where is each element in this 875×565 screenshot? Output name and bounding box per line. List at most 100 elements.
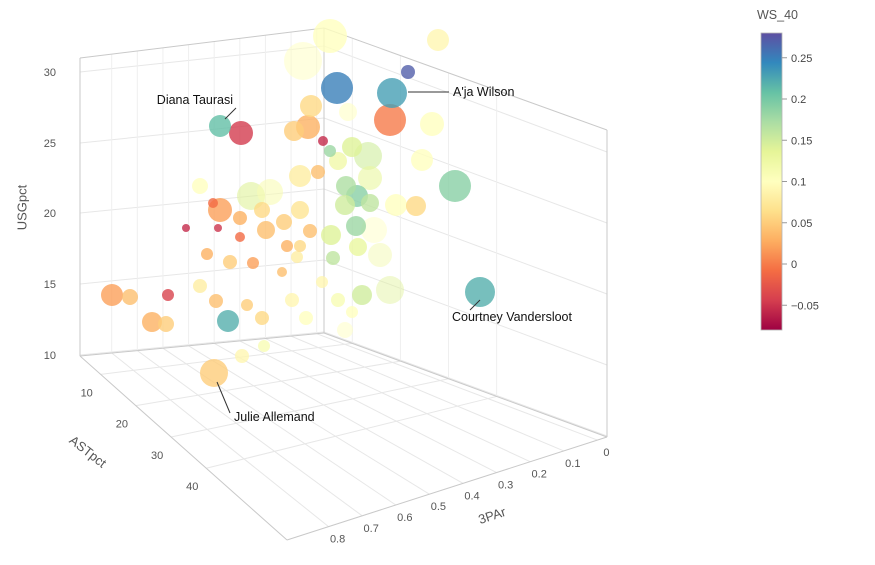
grid-line	[213, 342, 464, 484]
data-point[interactable]	[289, 165, 311, 187]
data-point[interactable]	[291, 251, 303, 263]
grid-line	[239, 340, 497, 473]
data-point[interactable]	[411, 149, 433, 171]
data-point[interactable]	[376, 276, 404, 304]
axis-edge	[79, 332, 325, 357]
data-point[interactable]	[281, 240, 293, 252]
data-point[interactable]	[209, 115, 231, 137]
data-point[interactable]	[318, 136, 328, 146]
data-point[interactable]	[329, 152, 347, 170]
grid-line	[323, 259, 608, 366]
y-tick-label: 0.7	[364, 523, 379, 535]
data-point[interactable]	[316, 276, 328, 288]
data-point[interactable]	[255, 311, 269, 325]
data-point[interactable]	[339, 103, 357, 121]
x-tick-label: 20	[116, 419, 128, 431]
data-point[interactable]	[233, 211, 247, 225]
data-point[interactable]	[192, 178, 208, 194]
data-point[interactable]	[294, 240, 306, 252]
data-point[interactable]	[337, 322, 353, 338]
grid-line	[137, 350, 363, 517]
data-point[interactable]	[406, 196, 426, 216]
data-point[interactable]	[335, 195, 355, 215]
data-point[interactable]	[299, 311, 313, 325]
data-point[interactable]	[201, 248, 213, 260]
grid-line	[135, 360, 401, 407]
data-point[interactable]	[158, 316, 174, 332]
axis-edge	[286, 436, 608, 541]
colorbar-tick-label: 0.05	[791, 218, 812, 230]
data-point[interactable]	[368, 243, 392, 267]
data-point[interactable]	[101, 284, 123, 306]
data-point[interactable]	[285, 293, 299, 307]
data-point[interactable]	[162, 289, 174, 301]
y-tick-label: 0.2	[532, 469, 547, 481]
data-point[interactable]	[200, 359, 228, 387]
data-point[interactable]	[385, 194, 407, 216]
colorbar	[760, 32, 783, 331]
data-point[interactable]	[182, 224, 190, 232]
data-point[interactable]	[342, 137, 362, 157]
data-point[interactable]	[361, 217, 387, 243]
data-point[interactable]	[235, 349, 249, 363]
y-tick-label: 0.3	[498, 480, 513, 492]
data-point[interactable]	[439, 170, 471, 202]
z-tick-label: 15	[44, 279, 56, 291]
data-point[interactable]	[247, 257, 259, 269]
data-point[interactable]	[361, 194, 379, 212]
data-point[interactable]	[401, 65, 415, 79]
data-point[interactable]	[377, 78, 407, 108]
data-point[interactable]	[257, 221, 275, 239]
data-point[interactable]	[326, 251, 340, 265]
data-point[interactable]	[276, 214, 292, 230]
data-point[interactable]	[352, 285, 372, 305]
data-point[interactable]	[465, 277, 495, 307]
data-point[interactable]	[193, 279, 207, 293]
data-point[interactable]	[284, 42, 322, 80]
y-tick-label: 0.1	[565, 458, 580, 470]
data-point[interactable]	[420, 112, 444, 136]
grid-line	[323, 117, 608, 224]
axis-edge	[323, 27, 608, 131]
data-point[interactable]	[427, 29, 449, 51]
grid-line	[188, 345, 430, 495]
data-point[interactable]	[313, 19, 347, 53]
data-point[interactable]	[235, 232, 245, 242]
data-point[interactable]	[321, 72, 353, 104]
data-point[interactable]	[217, 310, 239, 332]
z-tick-label: 30	[44, 67, 56, 79]
data-point[interactable]	[346, 216, 366, 236]
data-point[interactable]	[229, 121, 253, 145]
grid-line	[79, 45, 325, 73]
data-point[interactable]	[223, 255, 237, 269]
grid-line	[316, 333, 598, 441]
data-point[interactable]	[321, 225, 341, 245]
data-point[interactable]	[142, 312, 162, 332]
annotation-line	[216, 381, 231, 414]
data-point[interactable]	[303, 224, 317, 238]
data-point[interactable]	[284, 121, 304, 141]
data-point[interactable]	[336, 176, 356, 196]
data-point[interactable]	[122, 289, 138, 305]
data-point[interactable]	[324, 145, 336, 157]
data-point[interactable]	[277, 267, 287, 277]
data-point[interactable]	[291, 201, 309, 219]
data-point[interactable]	[214, 224, 222, 232]
y-tick-label: 0	[603, 447, 609, 459]
data-point[interactable]	[358, 166, 382, 190]
x-tick-label: 30	[151, 450, 163, 462]
data-point[interactable]	[241, 299, 253, 311]
data-point[interactable]	[349, 238, 367, 256]
grid-line	[170, 378, 449, 438]
data-point[interactable]	[331, 293, 345, 307]
data-point[interactable]	[311, 165, 325, 179]
data-point[interactable]	[257, 179, 283, 205]
data-point[interactable]	[209, 294, 223, 308]
data-point[interactable]	[300, 95, 322, 117]
data-point[interactable]	[208, 198, 218, 208]
data-point[interactable]	[254, 202, 270, 218]
data-point[interactable]	[374, 104, 406, 136]
data-point[interactable]	[346, 306, 358, 318]
data-point[interactable]	[258, 340, 270, 352]
